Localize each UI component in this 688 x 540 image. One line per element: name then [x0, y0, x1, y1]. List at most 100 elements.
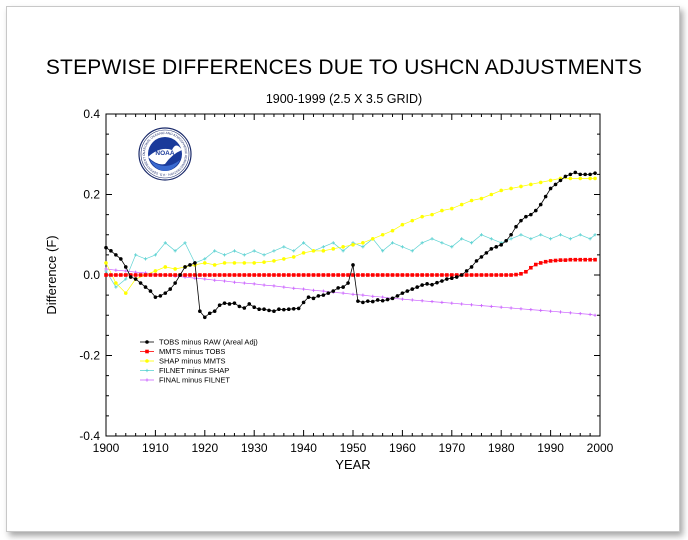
data-point: [203, 273, 207, 277]
data-point: [533, 262, 538, 267]
data-point: [385, 297, 390, 302]
data-point: [346, 273, 350, 277]
data-point: [410, 249, 414, 253]
y-tick-label: 0.2: [83, 188, 100, 202]
data-point: [420, 283, 424, 287]
noaa-logo-text: NOAA: [155, 150, 174, 157]
data-point: [578, 172, 583, 177]
legend-label: FILNET minus SHAP: [159, 366, 229, 375]
data-point: [529, 212, 533, 217]
data-point: [311, 249, 316, 253]
data-point: [578, 176, 583, 181]
data-point: [558, 178, 563, 183]
data-point: [356, 299, 360, 303]
data-point: [277, 273, 281, 277]
data-point: [538, 261, 543, 265]
data-point: [504, 238, 508, 243]
data-point: [430, 273, 434, 277]
data-point: [114, 281, 118, 285]
data-point: [321, 245, 325, 249]
data-point: [529, 265, 533, 270]
data-point: [469, 198, 474, 203]
data-point: [242, 261, 247, 265]
data-point: [450, 245, 454, 249]
data-point: [145, 349, 149, 354]
data-point: [538, 202, 543, 207]
data-point: [168, 287, 173, 291]
data-point: [445, 273, 449, 277]
x-tick-label: 1980: [488, 441, 515, 455]
data-point: [173, 249, 177, 253]
data-point: [143, 257, 148, 261]
x-tick-label: 1920: [191, 441, 218, 455]
series-tobs-minus-raw-areal-adj: [104, 170, 597, 320]
data-point: [321, 293, 326, 297]
data-point: [114, 273, 118, 277]
data-point: [361, 300, 365, 305]
data-point: [124, 269, 128, 273]
data-point: [163, 265, 168, 269]
data-point: [292, 249, 296, 253]
data-point: [361, 241, 365, 245]
data-point: [232, 301, 237, 305]
data-point: [425, 273, 429, 277]
data-point: [445, 277, 449, 281]
data-point: [133, 277, 138, 281]
data-point: [484, 273, 489, 277]
data-point: [390, 241, 395, 245]
data-point: [390, 228, 395, 233]
data-point: [207, 273, 212, 277]
data-point: [459, 273, 464, 277]
data-point: [563, 174, 568, 179]
data-point: [479, 273, 484, 277]
data-point: [588, 172, 592, 177]
data-point: [558, 233, 563, 237]
data-point: [479, 233, 484, 237]
data-point: [114, 253, 118, 257]
data-point: [138, 273, 143, 277]
data-point: [247, 302, 252, 306]
data-point: [247, 273, 252, 277]
data-point: [311, 288, 316, 292]
series-line: [105, 171, 596, 318]
chart-frame: [6, 6, 680, 532]
data-point: [499, 305, 503, 309]
data-point: [321, 249, 326, 253]
data-point: [440, 300, 444, 304]
data-point: [257, 307, 261, 312]
data-point: [469, 265, 474, 269]
data-point: [464, 269, 469, 273]
series-filnet-minus-shap: [104, 233, 597, 289]
data-point: [222, 253, 227, 257]
data-point: [145, 340, 149, 344]
data-point: [124, 277, 128, 281]
data-point: [257, 273, 261, 277]
data-point: [341, 249, 345, 253]
data-point: [504, 273, 508, 277]
data-point: [415, 285, 420, 289]
data-point: [420, 273, 424, 277]
y-axis-title: Difference (F): [44, 235, 59, 314]
data-point: [568, 237, 572, 241]
data-point: [212, 309, 217, 314]
data-point: [173, 281, 177, 285]
data-point: [302, 241, 306, 245]
data-point: [469, 303, 474, 307]
data-point: [489, 192, 494, 197]
data-point: [400, 245, 404, 249]
data-point: [153, 269, 158, 273]
data-point: [370, 299, 375, 304]
data-point: [494, 245, 499, 249]
data-point: [237, 304, 242, 309]
data-point: [163, 291, 168, 295]
data-point: [123, 273, 128, 277]
data-point: [440, 241, 444, 245]
data-point: [158, 273, 163, 277]
data-point: [296, 273, 301, 277]
data-point: [145, 368, 149, 373]
data-point: [543, 259, 548, 264]
legend-item: FILNET minus SHAP: [140, 366, 229, 375]
data-point: [301, 273, 306, 277]
data-point: [212, 273, 217, 277]
data-point: [316, 294, 321, 298]
